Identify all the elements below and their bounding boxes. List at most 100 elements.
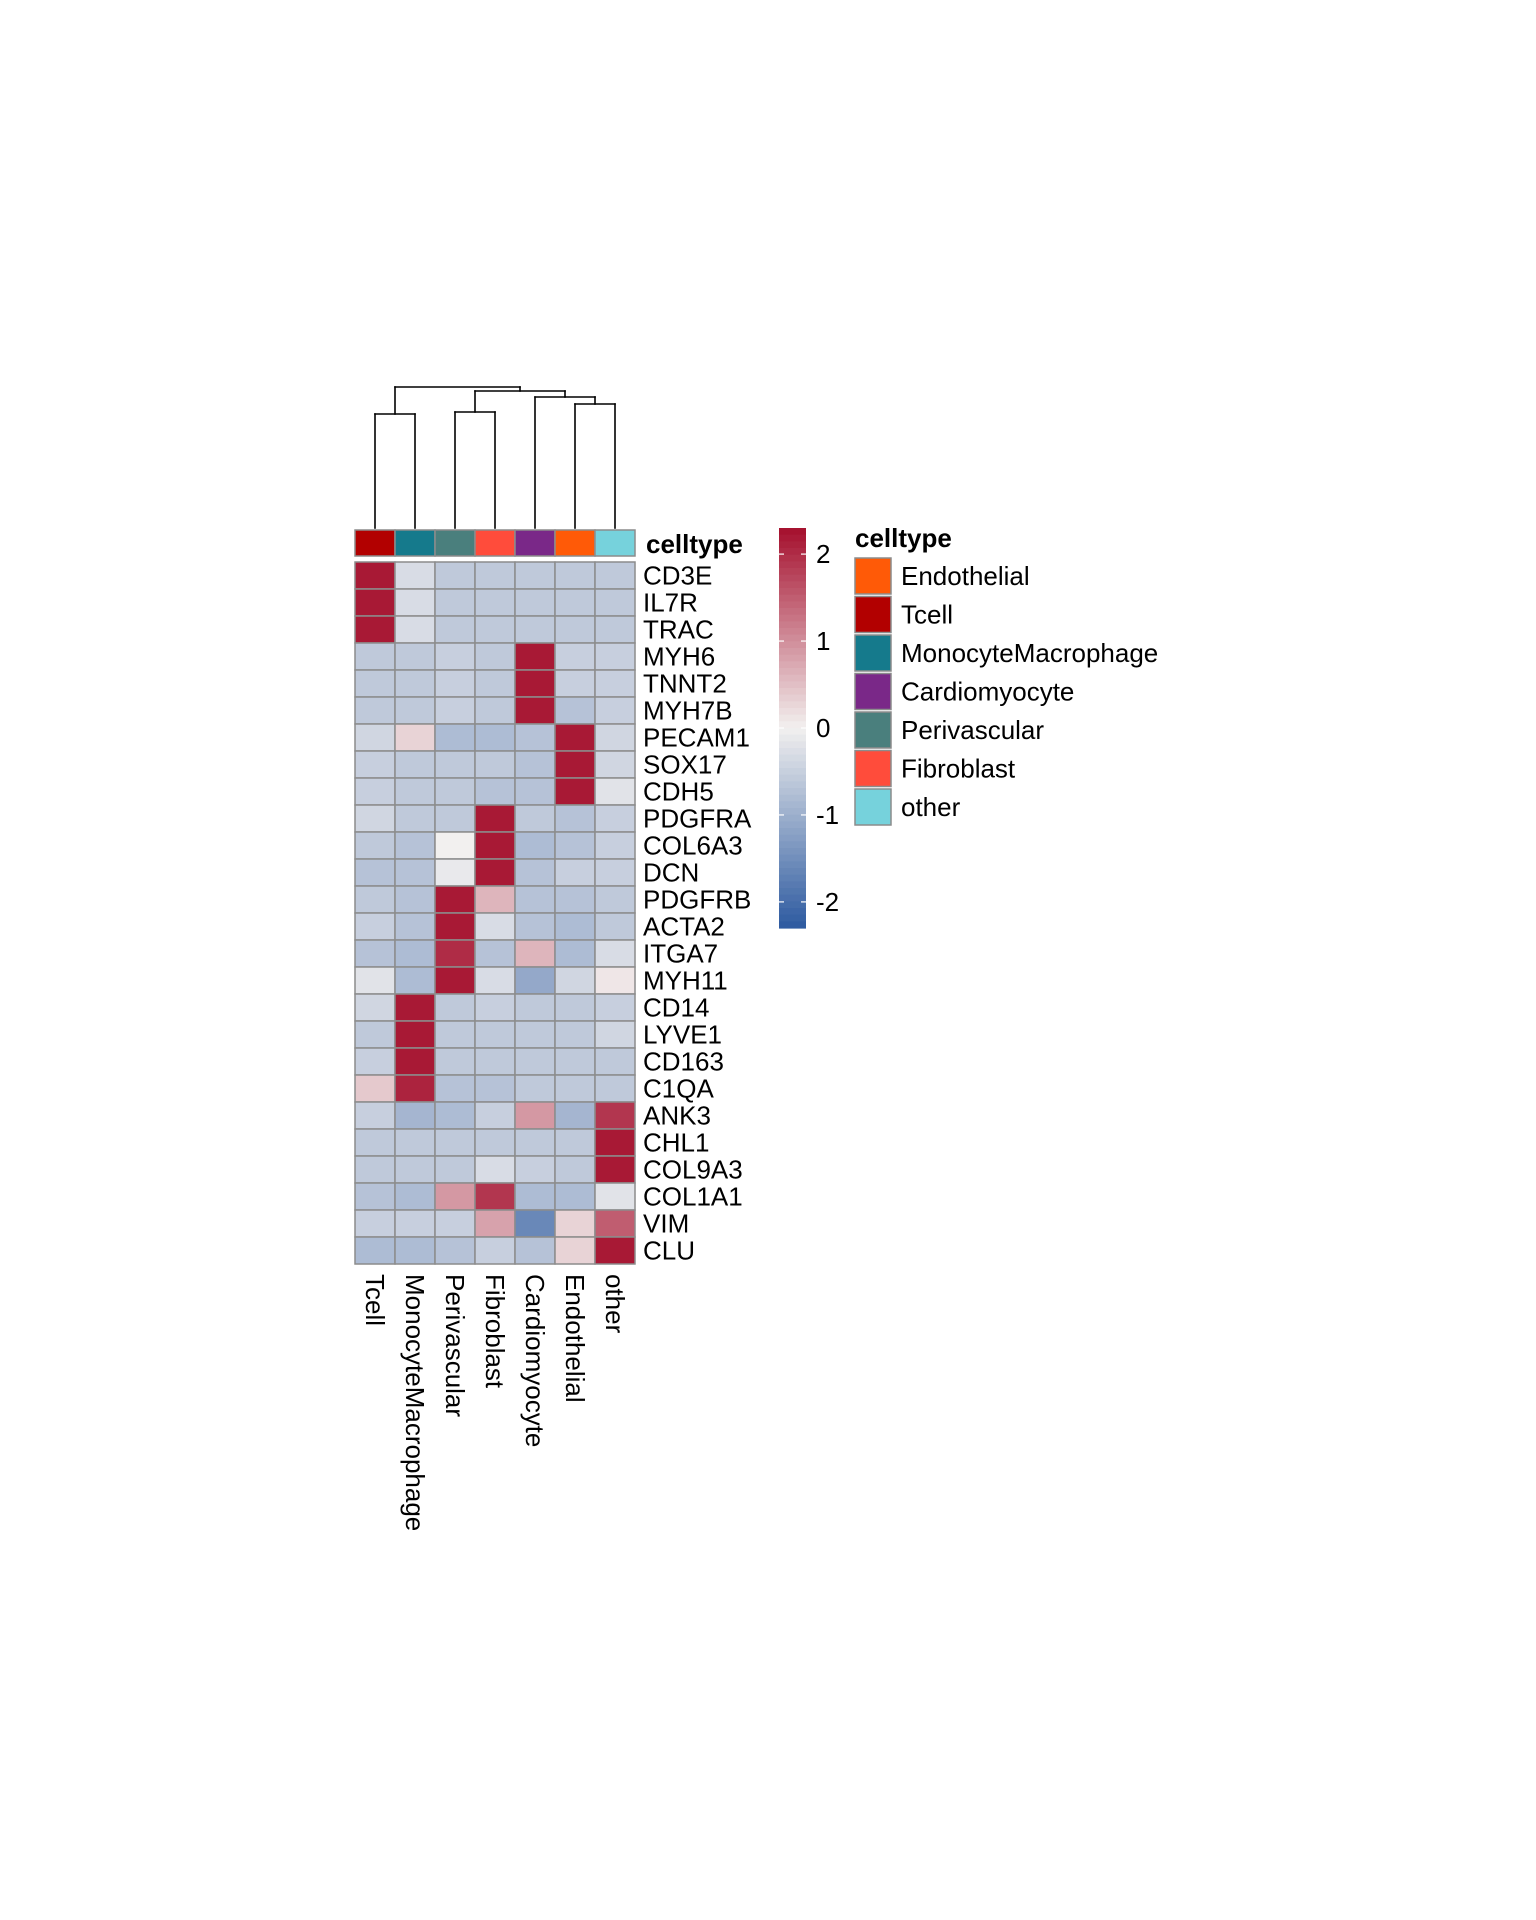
color-scale-step [779, 768, 806, 776]
row-label-pecam1: PECAM1 [643, 723, 750, 753]
cell-lyve1-other [594, 1020, 636, 1049]
cell-cd14-perivascular [434, 993, 476, 1022]
color-scale-step [779, 688, 806, 696]
cell-sox17-cardiomyocyte [514, 750, 556, 779]
color-scale-step [779, 654, 806, 662]
cell-cdh5-monocytemacrophage [394, 777, 436, 806]
cell-col6a3-cardiomyocyte [514, 831, 556, 860]
row-label-sox17: SOX17 [643, 750, 727, 780]
cell-pecam1-monocytemacrophage [394, 723, 436, 752]
cell-clu-perivascular [434, 1236, 476, 1265]
cell-trac-endothelial [554, 615, 596, 644]
cell-pecam1-fibroblast [474, 723, 516, 752]
annotation-cell-perivascular [434, 529, 476, 557]
cell-cd3e-other [594, 561, 636, 590]
legend-swatch-perivascular [854, 711, 892, 749]
row-label-col6a3: COL6A3 [643, 831, 743, 861]
color-scale-step [779, 561, 806, 569]
row-label-pdgfrb: PDGFRB [643, 885, 751, 915]
column-label-cardiomyocyte: Cardiomyocyte [520, 1274, 550, 1447]
cell-cd163-endothelial [554, 1047, 596, 1076]
row-label-myh7b: MYH7B [643, 696, 733, 726]
annotation-bar-title: celltype [646, 529, 743, 559]
cell-col6a3-endothelial [554, 831, 596, 860]
row-label-cd3e: CD3E [643, 561, 712, 591]
cell-c1qa-other [594, 1074, 636, 1103]
cell-pdgfra-cardiomyocyte [514, 804, 556, 833]
color-scale-step [779, 534, 806, 542]
color-scale-tick-label: 0 [816, 713, 830, 743]
legend-label-tcell: Tcell [901, 600, 953, 630]
cell-il7r-monocytemacrophage [394, 588, 436, 617]
annotation-cell-tcell [354, 529, 396, 557]
cell-tnnt2-endothelial [554, 669, 596, 698]
cell-cd3e-fibroblast [474, 561, 516, 590]
cell-ank3-cardiomyocyte [514, 1101, 556, 1130]
row-label-tnnt2: TNNT2 [643, 669, 727, 699]
cell-sox17-endothelial [554, 750, 596, 779]
cell-tnnt2-cardiomyocyte [514, 669, 556, 698]
color-scale-step [779, 621, 806, 629]
cell-pecam1-other [594, 723, 636, 752]
row-label-dcn: DCN [643, 858, 699, 888]
column-label-tcell: Tcell [360, 1274, 390, 1326]
color-scale-step [779, 888, 806, 896]
legend-label-cardiomyocyte: Cardiomyocyte [901, 677, 1074, 707]
cell-cd3e-cardiomyocyte [514, 561, 556, 590]
cell-cd3e-tcell [354, 561, 396, 590]
cell-col6a3-perivascular [434, 831, 476, 860]
cell-pdgfrb-cardiomyocyte [514, 885, 556, 914]
color-scale-step [779, 588, 806, 596]
cell-col1a1-endothelial [554, 1182, 596, 1211]
row-label-cd163: CD163 [643, 1047, 724, 1077]
legend-label-perivascular: Perivascular [901, 715, 1044, 745]
cell-itga7-cardiomyocyte [514, 939, 556, 968]
cell-cd163-fibroblast [474, 1047, 516, 1076]
color-scale-step [779, 801, 806, 809]
cell-il7r-perivascular [434, 588, 476, 617]
cell-dcn-fibroblast [474, 858, 516, 887]
color-scale-step [779, 541, 806, 549]
cell-itga7-monocytemacrophage [394, 939, 436, 968]
annotation-cell-cardiomyocyte [514, 529, 556, 557]
color-scale-step [779, 728, 806, 736]
row-label-trac: TRAC [643, 615, 714, 645]
row-label-lyve1: LYVE1 [643, 1020, 722, 1050]
annotation-cell-fibroblast [474, 529, 516, 557]
cell-acta2-fibroblast [474, 912, 516, 941]
cell-myh11-tcell [354, 966, 396, 995]
cell-dcn-monocytemacrophage [394, 858, 436, 887]
color-scale-tick-label: 1 [816, 626, 830, 656]
cell-trac-perivascular [434, 615, 476, 644]
cell-pdgfrb-endothelial [554, 885, 596, 914]
row-label-col9a3: COL9A3 [643, 1155, 743, 1185]
legend-label-monocytemacrophage: MonocyteMacrophage [901, 638, 1158, 668]
cell-cd163-other [594, 1047, 636, 1076]
cell-col1a1-perivascular [434, 1182, 476, 1211]
cell-trac-tcell [354, 615, 396, 644]
annotation-cell-monocytemacrophage [394, 529, 436, 557]
cell-ank3-tcell [354, 1101, 396, 1130]
cell-myh6-fibroblast [474, 642, 516, 671]
legend-label-fibroblast: Fibroblast [901, 754, 1016, 784]
row-label-il7r: IL7R [643, 588, 698, 618]
cell-dcn-cardiomyocyte [514, 858, 556, 887]
color-scale-step [779, 681, 806, 689]
cell-c1qa-perivascular [434, 1074, 476, 1103]
cell-cd3e-perivascular [434, 561, 476, 590]
cell-tnnt2-monocytemacrophage [394, 669, 436, 698]
cell-sox17-perivascular [434, 750, 476, 779]
cell-col9a3-fibroblast [474, 1155, 516, 1184]
color-scale-step [779, 708, 806, 716]
cell-col6a3-monocytemacrophage [394, 831, 436, 860]
cell-ank3-other [594, 1101, 636, 1130]
cell-chl1-endothelial [554, 1128, 596, 1157]
cell-myh11-other [594, 966, 636, 995]
cell-myh6-endothelial [554, 642, 596, 671]
cell-pdgfrb-fibroblast [474, 885, 516, 914]
color-scale-tick-label: 2 [816, 539, 830, 569]
cell-cd14-other [594, 993, 636, 1022]
cell-pdgfra-perivascular [434, 804, 476, 833]
cell-vim-endothelial [554, 1209, 596, 1238]
cell-pdgfra-tcell [354, 804, 396, 833]
